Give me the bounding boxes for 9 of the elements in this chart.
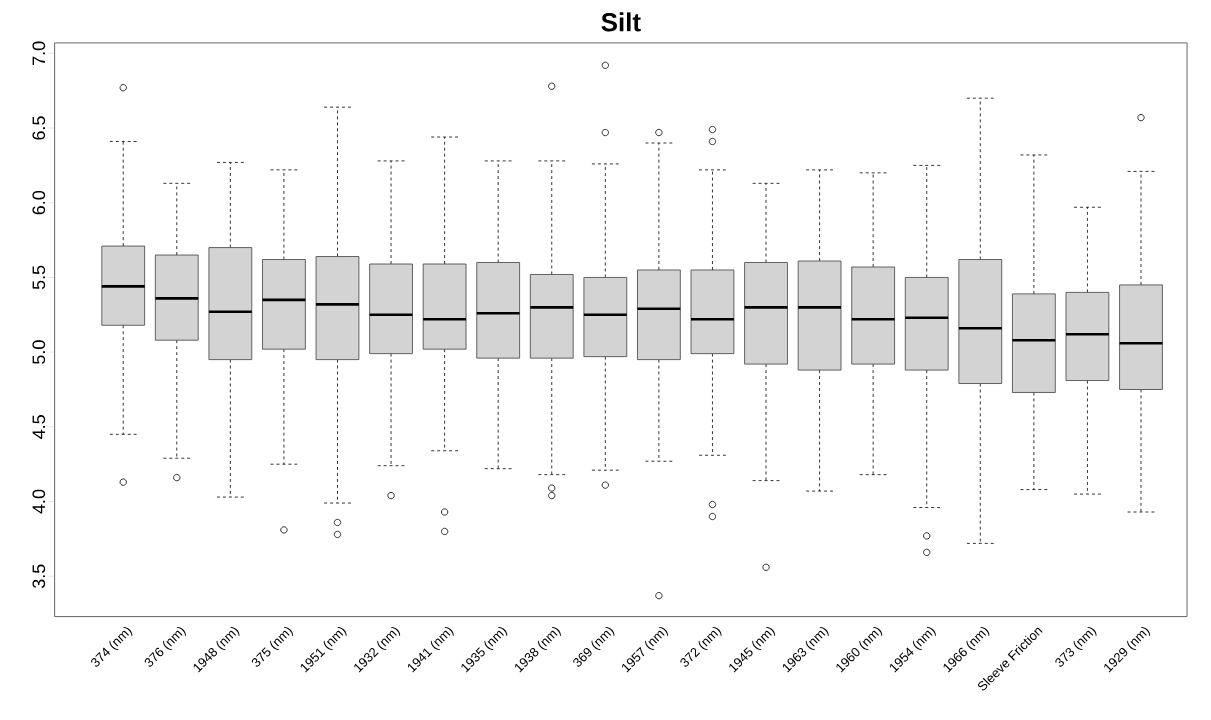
y-tick-label: 5.0: [32, 340, 46, 364]
chart-title: Silt: [601, 12, 641, 32]
y-tick-label: 3.5: [32, 564, 46, 588]
y-tick-label: 6.0: [32, 190, 46, 215]
y-tick-label: 7.0: [32, 41, 46, 65]
y-tick-label: 5.5: [32, 265, 46, 290]
y-tick-label: 6.5: [32, 116, 46, 140]
y-tick-label: 4.5: [32, 414, 46, 439]
y-tick-label: 4.0: [32, 489, 46, 514]
